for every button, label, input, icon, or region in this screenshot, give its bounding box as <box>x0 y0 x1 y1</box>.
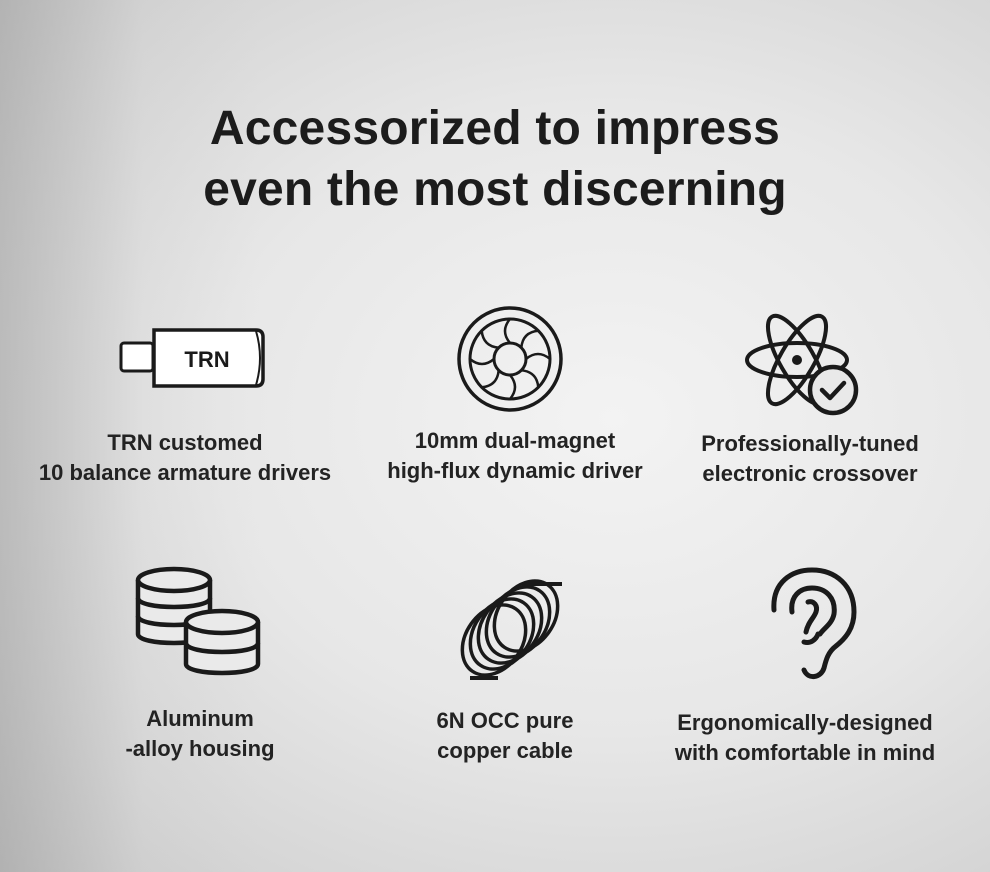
caption-line: Professionally-tuned <box>701 431 919 456</box>
usb-drive-icon: TRN <box>119 328 265 388</box>
feature-caption: TRN customed 10 balance armature drivers <box>20 428 350 488</box>
caption-line: -alloy housing <box>125 736 275 761</box>
page-title: Accessorized to impress even the most di… <box>0 98 990 220</box>
title-line-1: Accessorized to impress <box>209 102 781 155</box>
caption-line: electronic crossover <box>702 461 918 486</box>
ear-icon <box>771 567 857 679</box>
caption-line: Ergonomically-designed <box>677 710 933 735</box>
caption-line: Aluminum <box>146 706 254 731</box>
title-line-2: even the most discerning <box>203 163 787 216</box>
caption-line: high-flux dynamic driver <box>387 458 643 483</box>
dynamic-driver-icon <box>457 306 563 412</box>
trn-logo-text: TRN <box>184 347 229 372</box>
feature-caption: Professionally-tuned electronic crossove… <box>665 429 955 489</box>
caption-line: with comfortable in mind <box>674 740 936 765</box>
caption-line: TRN customed <box>107 430 263 455</box>
caption-line: 10 balance armature drivers <box>38 460 332 485</box>
caption-line: 10mm dual-magnet <box>414 428 616 453</box>
feature-caption: Ergonomically-designed with comfortable … <box>655 708 955 768</box>
caption-line: copper cable <box>437 738 573 763</box>
background-shade <box>0 0 260 872</box>
feature-caption: 10mm dual-magnet high-flux dynamic drive… <box>360 426 670 486</box>
caption-line: 6N OCC pure <box>436 708 574 733</box>
atom-check-icon <box>745 313 859 416</box>
coin-stack-icon <box>135 566 261 676</box>
feature-caption: Aluminum -alloy housing <box>60 704 340 764</box>
feature-caption: 6N OCC pure copper cable <box>370 706 640 766</box>
cable-coil-icon <box>460 579 562 680</box>
